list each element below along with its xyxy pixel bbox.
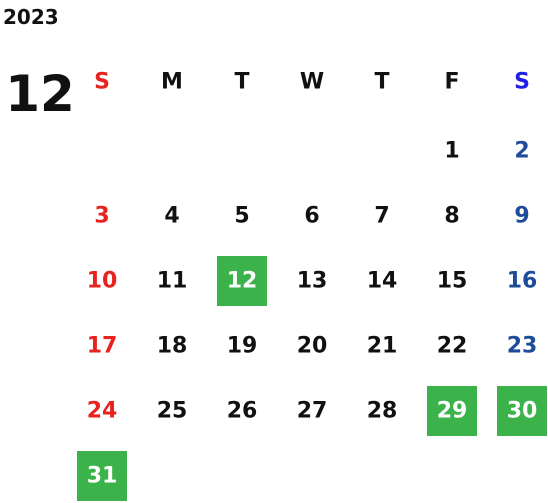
day: 12	[227, 269, 258, 294]
day: 9	[514, 204, 529, 229]
weekday-label: M	[161, 70, 183, 95]
highlight-box	[77, 451, 127, 501]
day: 17	[87, 334, 118, 359]
day: 2	[514, 139, 529, 164]
highlight-box	[497, 386, 547, 436]
day: 7	[374, 204, 389, 229]
day: 24	[87, 399, 118, 424]
day: 31	[87, 464, 118, 489]
day: 10	[87, 269, 118, 294]
weekday-label: S	[94, 70, 110, 95]
day: 3	[94, 204, 109, 229]
weekday-label: T	[374, 70, 389, 95]
highlight-box	[427, 386, 477, 436]
day: 25	[157, 399, 188, 424]
day: 16	[507, 269, 538, 294]
year: 2023	[3, 5, 59, 29]
day: 30	[507, 399, 538, 424]
weekday-label: F	[444, 70, 459, 95]
day: 20	[297, 334, 328, 359]
day: 13	[297, 269, 328, 294]
day: 23	[507, 334, 538, 359]
day: 19	[227, 334, 258, 359]
day: 22	[437, 334, 468, 359]
weekday-label: S	[514, 70, 530, 95]
day: 11	[157, 269, 188, 294]
day: 18	[157, 334, 188, 359]
weekday-label: T	[234, 70, 249, 95]
day: 29	[437, 399, 468, 424]
highlight-box	[217, 256, 267, 306]
day: 1	[444, 139, 459, 164]
day: 15	[437, 269, 468, 294]
day: 21	[367, 334, 398, 359]
day: 28	[367, 399, 398, 424]
day: 26	[227, 399, 258, 424]
day: 4	[164, 204, 179, 229]
month: 12	[5, 65, 75, 123]
day: 27	[297, 399, 328, 424]
day: 5	[234, 204, 249, 229]
day: 6	[304, 204, 319, 229]
day: 8	[444, 204, 459, 229]
day: 14	[367, 269, 398, 294]
weekday-label: W	[300, 70, 324, 95]
